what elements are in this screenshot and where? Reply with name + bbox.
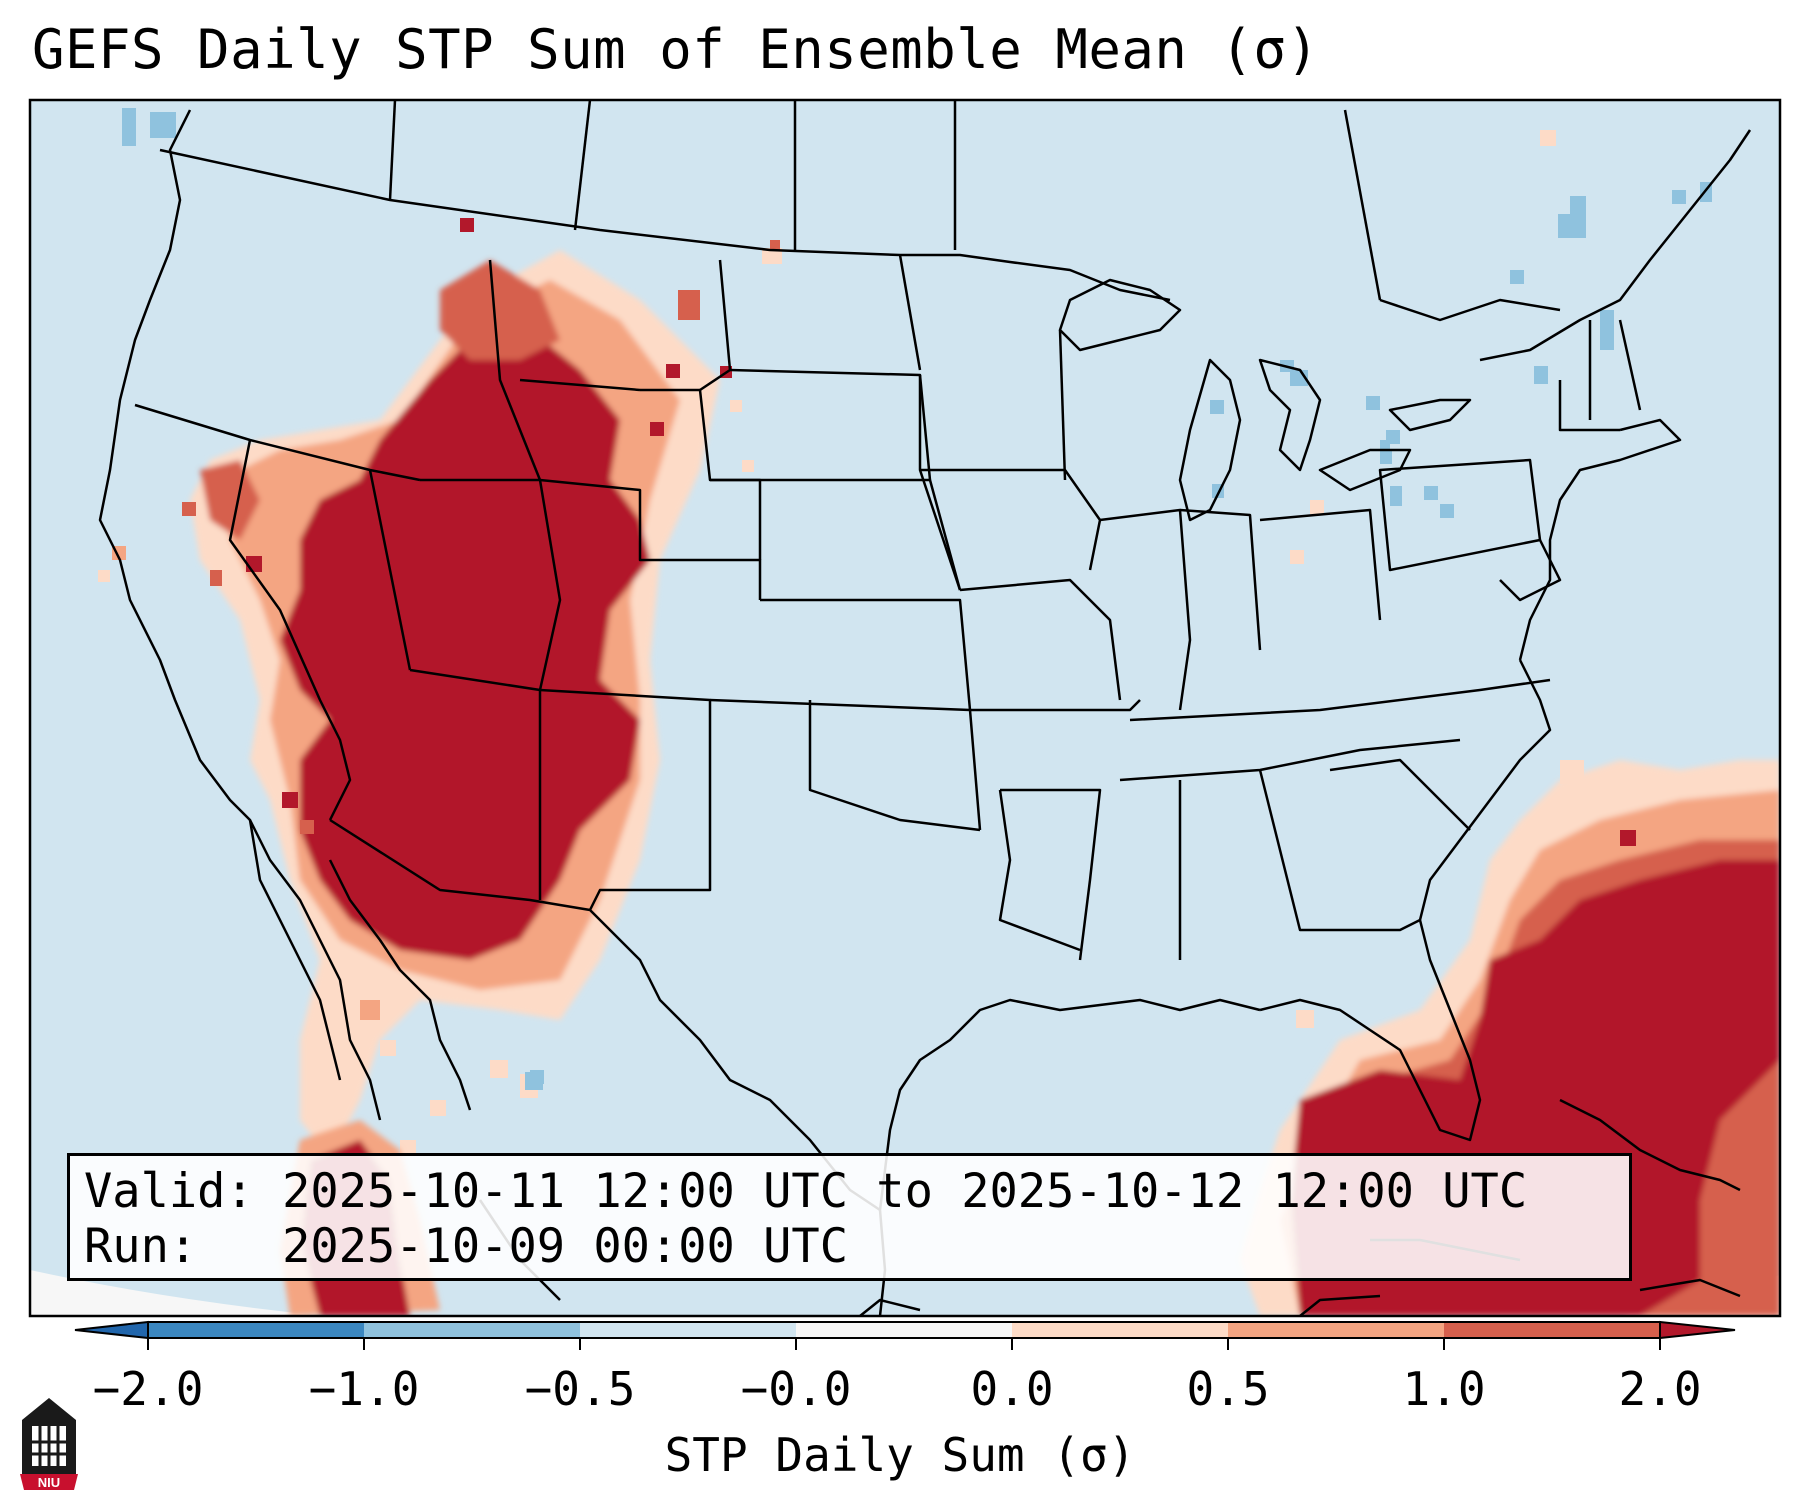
colorbar-segment-2 bbox=[364, 1322, 580, 1338]
colorbar-segment-6 bbox=[1228, 1322, 1444, 1338]
map-title: GEFS Daily STP Sum of Ensemble Mean (σ) bbox=[32, 18, 1320, 81]
colorbar bbox=[74, 1320, 1736, 1350]
niu-logo-text: NIU bbox=[38, 1475, 60, 1490]
colorbar-tick-label: 1.0 bbox=[1402, 1362, 1486, 1416]
stp-pixels-east bbox=[1290, 130, 1636, 1028]
colorbar-tick-label: 0.0 bbox=[970, 1362, 1054, 1416]
colorbar-tick-label: 2.0 bbox=[1618, 1362, 1702, 1416]
colorbar-segment-3 bbox=[580, 1322, 796, 1338]
colorbar-segment-5 bbox=[1012, 1322, 1228, 1338]
outside-domain-left bbox=[30, 1270, 326, 1316]
colorbar-tick-label: −0.0 bbox=[740, 1362, 852, 1416]
valid-time-text: Valid: 2025-10-11 12:00 UTC to 2025-10-1… bbox=[84, 1164, 1528, 1219]
colorbar-tick-label: 0.5 bbox=[1186, 1362, 1270, 1416]
stp-region-west bbox=[190, 250, 720, 1160]
colorbar-tick-label: −2.0 bbox=[92, 1362, 204, 1416]
map-frame bbox=[28, 98, 1782, 1318]
valid-run-info-box: Valid: 2025-10-11 12:00 UTC to 2025-10-1… bbox=[67, 1153, 1632, 1281]
colorbar-tick-label: −1.0 bbox=[308, 1362, 420, 1416]
colorbar-tick-label: −0.5 bbox=[524, 1362, 636, 1416]
stp-pixels-west bbox=[98, 218, 782, 1156]
map-borders bbox=[98, 100, 1752, 1316]
stp-negative-pixels bbox=[122, 108, 1712, 1084]
colorbar-segment-7 bbox=[1444, 1322, 1660, 1338]
niu-logo-icon: NIU bbox=[20, 1398, 78, 1490]
colorbar-segment-4 bbox=[796, 1322, 1012, 1338]
colorbar-label: STP Daily Sum (σ) bbox=[664, 1428, 1136, 1482]
colorbar-extend-low bbox=[74, 1320, 149, 1340]
colorbar-extend-high bbox=[1659, 1320, 1736, 1340]
run-time-text: Run: 2025-10-09 00:00 UTC bbox=[84, 1219, 849, 1274]
colorbar-segment-1 bbox=[148, 1322, 364, 1338]
